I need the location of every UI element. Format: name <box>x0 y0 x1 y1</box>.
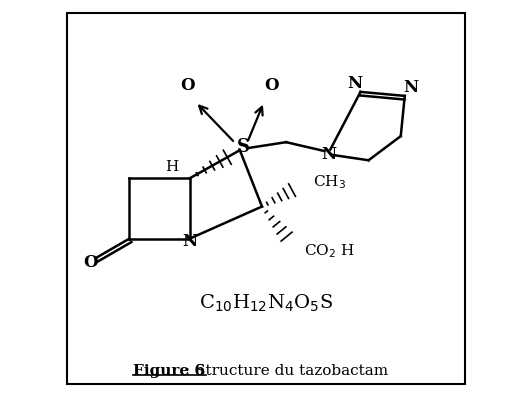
Text: N: N <box>321 146 336 163</box>
Text: N: N <box>182 233 197 250</box>
Text: N: N <box>347 75 362 92</box>
Text: O: O <box>265 77 279 94</box>
Text: Figure 6: Figure 6 <box>134 364 205 377</box>
Text: N: N <box>403 79 418 96</box>
Text: C$_{10}$H$_{12}$N$_4$O$_5$S: C$_{10}$H$_{12}$N$_4$O$_5$S <box>199 292 333 314</box>
Text: O: O <box>180 77 195 94</box>
FancyBboxPatch shape <box>67 13 465 384</box>
Text: : Structure du tazobactam: : Structure du tazobactam <box>185 364 388 377</box>
Text: O: O <box>84 254 98 271</box>
Text: S: S <box>237 138 250 156</box>
Text: CH$_3$: CH$_3$ <box>313 173 346 191</box>
Text: H: H <box>165 160 178 174</box>
Text: CO$_2$ H: CO$_2$ H <box>304 242 355 260</box>
